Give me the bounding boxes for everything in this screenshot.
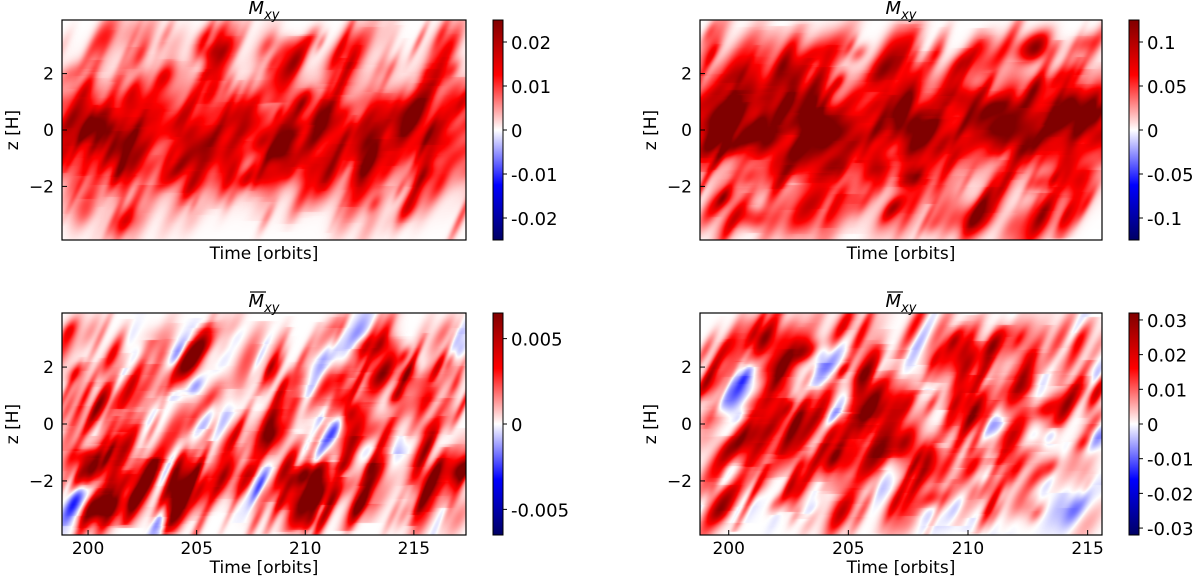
- plot-title: Mxy: [249, 291, 280, 316]
- y-tick-label: −2: [667, 472, 692, 492]
- colorbar-tick-label: 0: [511, 415, 522, 436]
- colorbar: [492, 312, 504, 536]
- colorbar-tick-label: -0.005: [511, 500, 569, 521]
- colorbar-tick-label: 0: [511, 121, 522, 142]
- x-axis-label: Time [orbits]: [209, 558, 319, 578]
- x-axis-label: Time [orbits]: [209, 244, 319, 264]
- y-tick-label: 2: [681, 65, 692, 85]
- y-axis-label: z [H]: [3, 110, 23, 150]
- colorbar-tick-label: -0.1: [1147, 209, 1182, 230]
- y-tick-label: 2: [43, 358, 54, 378]
- y-tick-label: 0: [681, 121, 692, 141]
- colorbar-tick-label: 0: [1147, 415, 1158, 436]
- colorbar-tick-label: 0.005: [511, 330, 563, 351]
- plot-title: Mxy: [886, 291, 917, 316]
- y-axis-label: z [H]: [641, 404, 661, 444]
- colorbar: [1128, 312, 1140, 536]
- heatmap-image: [62, 20, 466, 240]
- x-tick-label: 210: [289, 539, 321, 559]
- colorbar-tick-label: 0: [1147, 121, 1158, 142]
- heatmap-image: [700, 313, 1102, 535]
- y-tick-label: 0: [43, 121, 54, 141]
- x-axis-label: Time [orbits]: [846, 558, 956, 578]
- x-tick-label: 215: [1071, 539, 1103, 559]
- y-axis-label: z [H]: [641, 110, 661, 150]
- plot-title: Mxy: [249, 0, 280, 23]
- colorbar-tick-label: -0.03: [1147, 519, 1194, 540]
- colorbar-tick-label: 0.03: [1147, 311, 1187, 332]
- panel-bottom-right-mean-mxy: Mxy 2 0 −2 z [H] 200 205 210 215 Time [orbits] 0.0…: [641, 291, 1194, 578]
- x-tick-label: 205: [832, 539, 864, 559]
- colorbar: [1128, 19, 1140, 241]
- heatmap-image: [62, 313, 466, 535]
- y-tick-label: −2: [29, 472, 54, 492]
- y-tick-label: 0: [43, 415, 54, 435]
- panel-top-left-mxy: Mxy 2 0 −2 z [H] Time [orbits] 0.02 0.01 0 -0.01 -…: [3, 0, 558, 264]
- y-tick-label: 2: [681, 358, 692, 378]
- y-tick-label: 2: [43, 65, 54, 85]
- y-tick-label: −2: [667, 177, 692, 197]
- x-tick-label: 200: [712, 539, 744, 559]
- colorbar-tick-label: -0.01: [1147, 450, 1194, 471]
- colorbar-tick-label: 0.01: [1147, 380, 1187, 401]
- panel-bottom-left-mean-mxy: Mxy 2 0 −2 z [H] 200 205 210 215 Time [orbits] 0.0…: [3, 291, 569, 578]
- heatmap-image: [700, 20, 1102, 240]
- colorbar-tick-label: 0.02: [1147, 346, 1187, 367]
- colorbar-tick-label: -0.02: [1147, 484, 1194, 505]
- colorbar-tick-label: -0.02: [511, 209, 558, 230]
- x-axis-label: Time [orbits]: [846, 244, 956, 264]
- colorbar-tick-label: 0.05: [1147, 77, 1187, 98]
- y-tick-label: −2: [29, 177, 54, 197]
- x-tick-label: 205: [180, 539, 212, 559]
- y-tick-label: 0: [681, 415, 692, 435]
- plot-title: Mxy: [886, 0, 917, 23]
- x-tick-label: 215: [398, 539, 430, 559]
- x-tick-label: 210: [952, 539, 984, 559]
- colorbar-tick-label: 0.1: [1147, 33, 1176, 54]
- colorbar-tick-label: 0.02: [511, 33, 551, 54]
- x-tick-label: 200: [72, 539, 104, 559]
- colorbar-tick-label: -0.05: [1147, 165, 1194, 186]
- panel-top-right-mxy: Mxy 2 0 −2 z [H] Time [orbits] 0.1 0.05 0 -0.05 -0…: [641, 0, 1194, 264]
- colorbar-tick-label: 0.01: [511, 77, 551, 98]
- colorbar: [492, 19, 504, 241]
- y-axis-label: z [H]: [3, 404, 23, 444]
- colorbar-tick-label: -0.01: [511, 165, 558, 186]
